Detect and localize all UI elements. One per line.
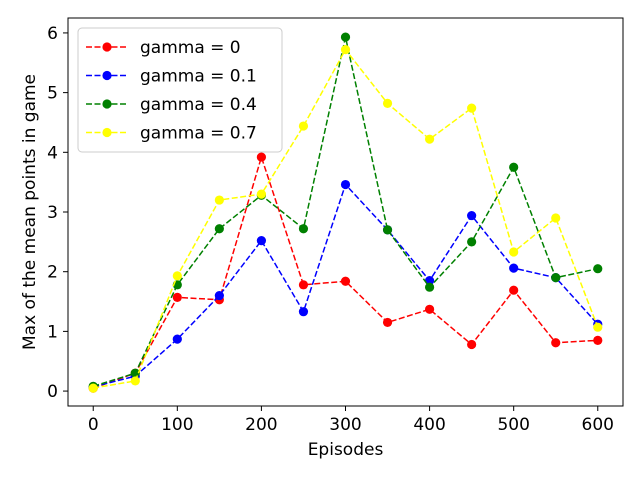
legend-label: gamma = 0.1: [140, 67, 257, 87]
y-tick-label: 2: [47, 263, 58, 283]
legend-item: gamma = 0: [86, 38, 241, 58]
data-point: [509, 247, 519, 257]
legend-label: gamma = 0.7: [140, 124, 257, 144]
legend-label: gamma = 0: [140, 38, 241, 58]
data-point: [467, 103, 477, 113]
data-point: [593, 322, 603, 332]
x-tick-label: 400: [413, 415, 445, 435]
data-point: [256, 189, 267, 199]
x-axis-label: Episodes: [308, 440, 384, 460]
data-point: [382, 317, 393, 328]
data-point: [172, 334, 182, 344]
x-tick-label: 200: [245, 415, 277, 435]
data-point: [88, 383, 98, 393]
y-tick-label: 0: [47, 382, 58, 402]
legend-item: gamma = 0.7: [86, 124, 257, 144]
data-point: [382, 225, 393, 235]
series-line: [92, 154, 598, 389]
data-point: [509, 285, 519, 295]
data-point: [214, 224, 224, 234]
data-point: [298, 307, 309, 317]
data-point: [509, 162, 519, 172]
x-tick-label: 0: [88, 415, 99, 435]
data-point: [424, 134, 435, 144]
legend-marker: [102, 42, 112, 52]
data-point: [382, 98, 393, 108]
data-point: [340, 179, 351, 190]
data-point: [298, 121, 309, 131]
series-0: [88, 152, 603, 393]
y-tick-label: 5: [47, 84, 58, 104]
data-point: [593, 335, 603, 345]
y-tick-label: 3: [47, 203, 58, 223]
legend: gamma = 0 gamma = 0.1 gamma = 0.4 gamma = 0…: [77, 27, 283, 153]
data-point: [467, 210, 477, 221]
data-point: [340, 45, 351, 55]
legend-item: gamma = 0.1: [86, 67, 257, 87]
x-axis-ticks: 0 100 200 300 400 500 600: [88, 406, 614, 435]
x-tick-label: 500: [497, 415, 529, 435]
x-tick-label: 100: [161, 415, 193, 435]
data-point: [509, 263, 519, 273]
legend-box: [77, 27, 283, 153]
data-point: [424, 282, 435, 292]
data-point: [467, 339, 477, 350]
y-tick-label: 1: [47, 322, 58, 342]
x-tick-label: 300: [329, 415, 361, 435]
series-3: [88, 45, 603, 393]
legend-marker: [102, 99, 112, 109]
y-tick-label: 6: [47, 24, 58, 44]
data-point: [593, 264, 603, 274]
data-point: [551, 213, 561, 223]
data-point: [214, 290, 224, 301]
data-point: [130, 376, 140, 386]
data-point: [551, 338, 561, 348]
y-axis-ticks: 0 1 2 3 4 5 6: [47, 24, 68, 402]
y-tick-label: 4: [47, 143, 58, 163]
legend-marker: [102, 127, 112, 138]
data-point: [172, 292, 182, 302]
series-2: [88, 32, 603, 391]
data-point: [214, 195, 224, 205]
data-point: [256, 152, 267, 162]
legend-item: gamma = 0.4: [86, 95, 257, 115]
data-point: [298, 280, 309, 290]
data-point: [130, 368, 140, 378]
data-point: [340, 32, 351, 42]
data-point: [467, 237, 477, 247]
data-point: [551, 273, 561, 283]
legend-label: gamma = 0.4: [140, 95, 257, 115]
data-point: [424, 304, 435, 314]
data-point: [256, 236, 267, 246]
legend-marker: [102, 70, 112, 81]
x-tick-label: 600: [582, 415, 614, 435]
data-point: [172, 271, 182, 281]
data-point: [340, 276, 351, 286]
data-point: [298, 224, 309, 234]
plot-area: [88, 32, 603, 393]
y-axis-label: Max of the mean points in game: [20, 74, 40, 350]
